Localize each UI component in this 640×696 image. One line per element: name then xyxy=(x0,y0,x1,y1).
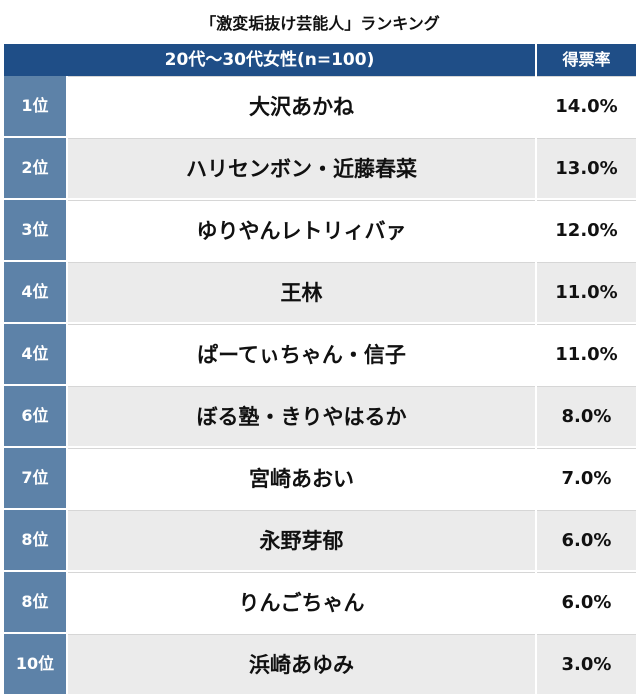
chart-title: 「激変垢抜け芸能人」ランキング xyxy=(200,14,440,33)
table-row: 1位 大沢あかね 14.0% xyxy=(4,76,636,136)
rank-cell: 2位 xyxy=(4,138,66,198)
rank-cell: 4位 xyxy=(4,324,66,384)
header-rate-label: 得票率 xyxy=(537,44,636,76)
rank-cell: 8位 xyxy=(4,572,66,632)
rank-cell: 3位 xyxy=(4,200,66,260)
rank-cell: 8位 xyxy=(4,510,66,570)
name-cell: ハリセンボン・近藤春菜 xyxy=(68,138,535,198)
table-row: 4位 ぱーてぃちゃん・信子 11.0% xyxy=(4,324,636,384)
name-cell: ぼる塾・きりやはるか xyxy=(68,386,535,446)
header-group-label: 20代〜30代女性(n=100) xyxy=(4,44,535,76)
name-cell: 王林 xyxy=(68,262,535,322)
rate-cell: 11.0% xyxy=(537,262,636,322)
table-row: 8位 りんごちゃん 6.0% xyxy=(4,572,636,632)
rank-cell: 10位 xyxy=(4,634,66,694)
name-cell: ゆりやんレトリィバァ xyxy=(68,200,535,260)
rate-cell: 6.0% xyxy=(537,572,636,632)
rate-cell: 14.0% xyxy=(537,76,636,136)
rate-cell: 3.0% xyxy=(537,634,636,694)
table-header: 20代〜30代女性(n=100) 得票率 xyxy=(4,44,636,76)
rate-cell: 11.0% xyxy=(537,324,636,384)
table-row: 6位 ぼる塾・きりやはるか 8.0% xyxy=(4,386,636,446)
rank-cell: 1位 xyxy=(4,76,66,136)
rank-cell: 4位 xyxy=(4,262,66,322)
table-row: 10位 浜崎あゆみ 3.0% xyxy=(4,634,636,694)
rate-cell: 13.0% xyxy=(537,138,636,198)
table-row: 4位 王林 11.0% xyxy=(4,262,636,322)
rate-cell: 8.0% xyxy=(537,386,636,446)
rate-cell: 12.0% xyxy=(537,200,636,260)
rank-cell: 6位 xyxy=(4,386,66,446)
table-row: 2位 ハリセンボン・近藤春菜 13.0% xyxy=(4,138,636,198)
ranking-table: 20代〜30代女性(n=100) 得票率 1位 大沢あかね 14.0% 2位 ハリセンボ… xyxy=(4,44,636,694)
table-row: 3位 ゆりやんレトリィバァ 12.0% xyxy=(4,200,636,260)
name-cell: 永野芽郁 xyxy=(68,510,535,570)
name-cell: りんごちゃん xyxy=(68,572,535,632)
rate-cell: 6.0% xyxy=(537,510,636,570)
rank-cell: 7位 xyxy=(4,448,66,508)
table-row: 7位 宮崎あおい 7.0% xyxy=(4,448,636,508)
name-cell: 宮崎あおい xyxy=(68,448,535,508)
rate-cell: 7.0% xyxy=(537,448,636,508)
name-cell: 大沢あかね xyxy=(68,76,535,136)
name-cell: 浜崎あゆみ xyxy=(68,634,535,694)
table-row: 8位 永野芽郁 6.0% xyxy=(4,510,636,570)
table-body: 1位 大沢あかね 14.0% 2位 ハリセンボン・近藤春菜 13.0% 3位 ゆりやんレトリィ… xyxy=(4,76,636,694)
name-cell: ぱーてぃちゃん・信子 xyxy=(68,324,535,384)
